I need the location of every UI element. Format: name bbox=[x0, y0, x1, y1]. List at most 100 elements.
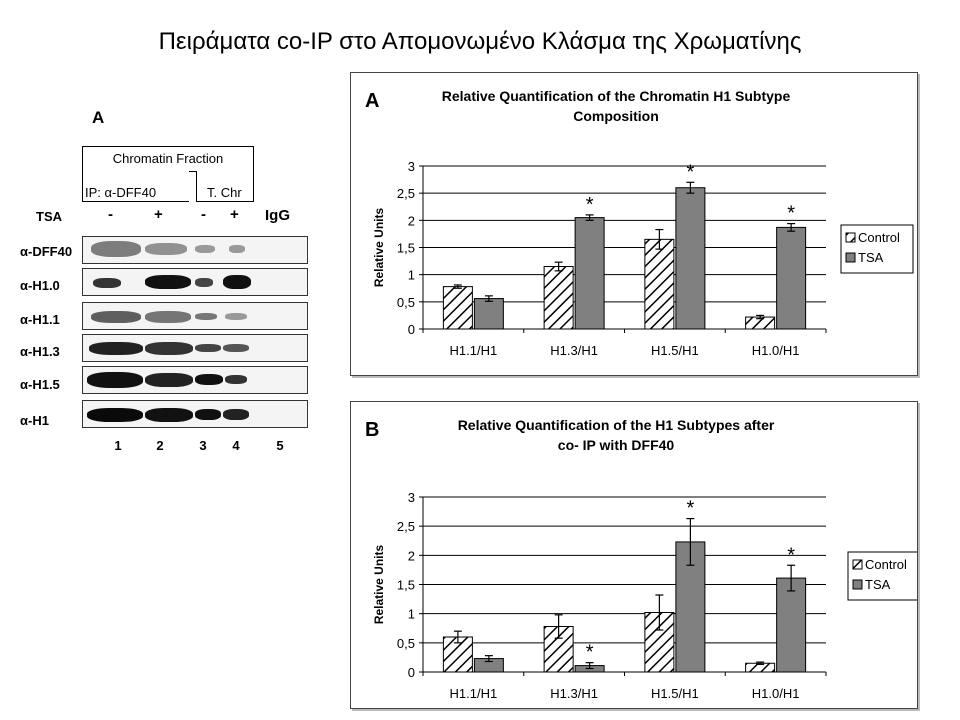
ip-label: IP: α-DFF40 bbox=[85, 185, 157, 200]
y-tick-label: 0,5 bbox=[397, 636, 415, 651]
band bbox=[145, 373, 193, 387]
bar bbox=[675, 187, 706, 330]
panel-letter: A bbox=[365, 90, 379, 112]
blot-strip-h1-1 bbox=[82, 302, 308, 330]
x-tick-label: H1.5/H1 bbox=[651, 343, 699, 358]
tsa-sign-lane-4: + bbox=[230, 206, 239, 223]
band bbox=[91, 311, 141, 323]
band bbox=[225, 313, 247, 320]
band bbox=[195, 409, 221, 420]
legend-entry: Control bbox=[865, 557, 907, 572]
legend-entry: TSA bbox=[865, 577, 891, 592]
y-tick-label: 3 bbox=[408, 490, 415, 505]
chart-a-frame: A Relative Quantification of the Chromati… bbox=[350, 72, 918, 376]
tchr-label-box: T. Chr bbox=[196, 171, 254, 202]
lane-number-5: 5 bbox=[276, 438, 284, 453]
tsa-sign-lane-3: - bbox=[201, 206, 206, 223]
lane-number-3: 3 bbox=[199, 438, 207, 453]
band bbox=[223, 275, 251, 289]
y-tick-label: 0,5 bbox=[397, 295, 415, 310]
igg-label: IgG bbox=[265, 207, 290, 224]
band bbox=[91, 241, 141, 257]
row-label-h1-0: α-H1.0 bbox=[20, 278, 60, 293]
legend-swatch bbox=[852, 559, 863, 570]
tsa-sign-lane-1: - bbox=[108, 206, 113, 223]
y-axis-label: Relative Units bbox=[372, 544, 386, 624]
band bbox=[195, 374, 223, 385]
lane-number-1: 1 bbox=[114, 438, 122, 453]
significance-marker: * bbox=[787, 544, 795, 566]
y-tick-label: 2,5 bbox=[397, 519, 415, 534]
band bbox=[195, 278, 213, 287]
x-tick-label: H1.0/H1 bbox=[752, 686, 800, 701]
band bbox=[225, 375, 247, 384]
legend-entry: Control bbox=[858, 230, 900, 245]
chart-title-line: Composition bbox=[573, 108, 659, 124]
band bbox=[145, 408, 193, 422]
tsa-label: TSA bbox=[36, 209, 62, 224]
panel-letter: B bbox=[365, 419, 379, 441]
band bbox=[223, 344, 249, 352]
x-tick-label: H1.1/H1 bbox=[450, 686, 498, 701]
chart-title-line: co- IP with DFF40 bbox=[558, 437, 675, 453]
y-tick-label: 3 bbox=[408, 159, 415, 174]
y-tick-label: 1 bbox=[408, 268, 415, 283]
band bbox=[195, 344, 221, 352]
band bbox=[87, 372, 143, 388]
blot-strip-h1 bbox=[82, 400, 308, 428]
legend-swatch bbox=[845, 232, 856, 243]
lane-number-2: 2 bbox=[156, 438, 164, 453]
band bbox=[145, 342, 193, 355]
y-tick-label: 0 bbox=[408, 322, 415, 337]
bar bbox=[644, 238, 675, 330]
blot-strip-h1-3 bbox=[82, 334, 308, 362]
chart-title-line: Relative Quantification of the H1 Subtyp… bbox=[458, 417, 775, 433]
band bbox=[229, 245, 245, 253]
bar bbox=[473, 298, 504, 330]
blot-strip-h1-0 bbox=[82, 268, 308, 296]
row-label-dff40: α-DFF40 bbox=[20, 244, 73, 259]
y-tick-label: 2,5 bbox=[397, 186, 415, 201]
chart-title-line: Relative Quantification of the Chromatin… bbox=[442, 88, 791, 104]
chromatin-fraction-header: Chromatin Fraction bbox=[82, 146, 254, 172]
lane-number-4: 4 bbox=[232, 438, 240, 453]
y-axis-label: Relative Units bbox=[372, 207, 386, 287]
band bbox=[223, 409, 249, 420]
bar bbox=[442, 286, 473, 330]
row-label-h1-3: α-H1.3 bbox=[20, 344, 60, 359]
band bbox=[145, 311, 191, 323]
significance-marker: * bbox=[686, 161, 694, 183]
y-tick-label: 1 bbox=[408, 607, 415, 622]
band bbox=[195, 245, 215, 253]
y-tick-label: 2 bbox=[408, 213, 415, 228]
x-tick-label: H1.0/H1 bbox=[752, 343, 800, 358]
row-label-h1-1: α-H1.1 bbox=[20, 312, 60, 327]
bar bbox=[574, 217, 605, 330]
blot-panel-letter: A bbox=[92, 108, 105, 127]
band bbox=[145, 275, 191, 289]
chart-b: B Relative Quantification of the H1 Subty… bbox=[365, 417, 921, 701]
band bbox=[93, 278, 121, 288]
x-tick-label: H1.3/H1 bbox=[550, 686, 598, 701]
blot-strip-dff40 bbox=[82, 236, 308, 264]
y-tick-label: 2 bbox=[408, 548, 415, 563]
significance-marker: * bbox=[586, 194, 594, 216]
page-title: Πειράματα co-IP στο Απομονωμένο Κλάσμα τ… bbox=[158, 28, 802, 55]
band bbox=[195, 313, 217, 320]
bar bbox=[543, 266, 574, 330]
legend-swatch bbox=[845, 252, 856, 263]
bar bbox=[675, 541, 706, 673]
y-tick-label: 1,5 bbox=[397, 578, 415, 593]
row-label-h1: α-H1 bbox=[20, 413, 49, 428]
row-label-h1-5: α-H1.5 bbox=[20, 377, 60, 392]
band bbox=[89, 342, 143, 355]
blot-strip-h1-5 bbox=[82, 366, 308, 394]
y-tick-label: 1,5 bbox=[397, 241, 415, 256]
x-tick-label: H1.3/H1 bbox=[550, 343, 598, 358]
chart-a: A Relative Quantification of the Chromati… bbox=[365, 88, 914, 358]
tchr-label: T. Chr bbox=[207, 185, 242, 200]
x-tick-label: H1.1/H1 bbox=[450, 343, 498, 358]
y-tick-label: 0 bbox=[408, 665, 415, 680]
bar bbox=[776, 226, 807, 330]
chart-b-frame: B Relative Quantification of the H1 Subty… bbox=[350, 401, 921, 709]
